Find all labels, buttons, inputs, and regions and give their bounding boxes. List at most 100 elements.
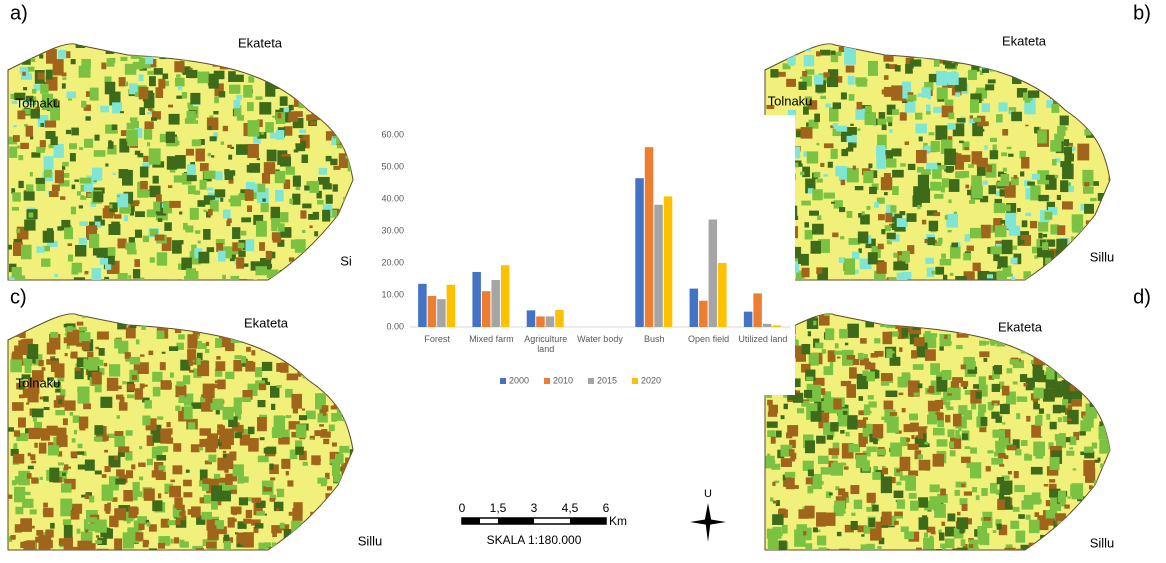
patch <box>158 78 166 89</box>
patch <box>31 477 39 484</box>
patch <box>1109 117 1110 123</box>
patch <box>181 257 192 270</box>
patch <box>290 279 301 280</box>
patch <box>357 324 363 331</box>
patch <box>1098 383 1108 391</box>
patch <box>214 96 219 104</box>
patch <box>222 406 234 420</box>
patch <box>945 44 954 50</box>
patch <box>332 136 340 145</box>
patch <box>954 489 960 496</box>
patch <box>924 331 931 336</box>
patch <box>164 80 170 87</box>
patch <box>935 125 948 141</box>
patch <box>980 416 988 427</box>
patch <box>897 376 908 388</box>
patch <box>816 535 827 546</box>
patch <box>355 102 363 112</box>
patch <box>860 338 867 344</box>
patch <box>810 411 822 422</box>
patch <box>236 114 245 121</box>
patch <box>832 102 842 109</box>
patch <box>1025 124 1029 127</box>
patch <box>774 480 780 484</box>
patch <box>846 135 857 143</box>
patch <box>808 119 819 129</box>
patch <box>50 136 58 146</box>
patch <box>998 493 1005 500</box>
patch <box>1027 181 1035 186</box>
patch <box>1071 483 1084 500</box>
patch <box>149 257 155 263</box>
patch <box>1054 73 1063 86</box>
patch <box>253 529 259 533</box>
patch <box>345 457 353 464</box>
patch <box>889 223 894 228</box>
patch <box>175 519 181 526</box>
patch <box>185 225 194 233</box>
patch <box>321 405 329 412</box>
patch <box>951 153 962 164</box>
patch <box>926 210 938 216</box>
patch <box>188 359 193 366</box>
bar <box>708 219 718 327</box>
patch <box>78 205 83 209</box>
patch <box>299 90 306 97</box>
patch <box>918 497 929 508</box>
patch <box>87 193 93 198</box>
patch <box>1021 220 1028 228</box>
patch <box>803 530 807 536</box>
patch <box>77 443 83 449</box>
patch <box>214 171 223 181</box>
patch <box>991 411 1000 419</box>
place-name: Sillu <box>358 533 383 548</box>
patch <box>89 495 95 503</box>
patch <box>246 102 254 112</box>
patch <box>1090 229 1097 234</box>
patch <box>1012 439 1020 449</box>
patch <box>965 184 970 189</box>
patch <box>1034 415 1043 426</box>
patch <box>218 482 229 495</box>
patch <box>833 398 842 410</box>
patch <box>844 47 856 65</box>
patch <box>341 363 347 367</box>
patch <box>935 399 944 409</box>
patch <box>881 511 892 526</box>
patch <box>301 408 306 411</box>
patch <box>1021 500 1034 510</box>
patch <box>279 522 285 529</box>
patch <box>223 534 230 541</box>
patch <box>917 383 923 389</box>
patch <box>1079 102 1085 106</box>
patch <box>225 473 237 482</box>
patch <box>194 52 200 59</box>
patch <box>979 70 984 75</box>
patch <box>804 505 815 519</box>
patch <box>919 313 923 315</box>
patch <box>1107 66 1110 77</box>
patch <box>831 201 835 204</box>
patch <box>976 115 986 127</box>
patch <box>32 417 37 422</box>
patch <box>312 211 320 220</box>
patch <box>288 111 298 122</box>
patch <box>1020 171 1025 177</box>
patch <box>840 131 852 142</box>
patch <box>119 397 125 403</box>
patch <box>1025 212 1032 217</box>
patch <box>1030 466 1043 475</box>
patch <box>96 548 109 550</box>
patch <box>272 530 277 538</box>
patch <box>1023 271 1032 280</box>
x-label-box: Water body <box>577 334 623 344</box>
patch <box>832 442 840 452</box>
patch <box>917 93 924 97</box>
patch <box>1071 390 1083 400</box>
patch <box>836 356 841 359</box>
patch <box>845 65 855 73</box>
patch <box>317 477 328 484</box>
patch <box>94 519 107 533</box>
place-name: Ekateta <box>998 319 1043 334</box>
patch <box>66 329 79 346</box>
